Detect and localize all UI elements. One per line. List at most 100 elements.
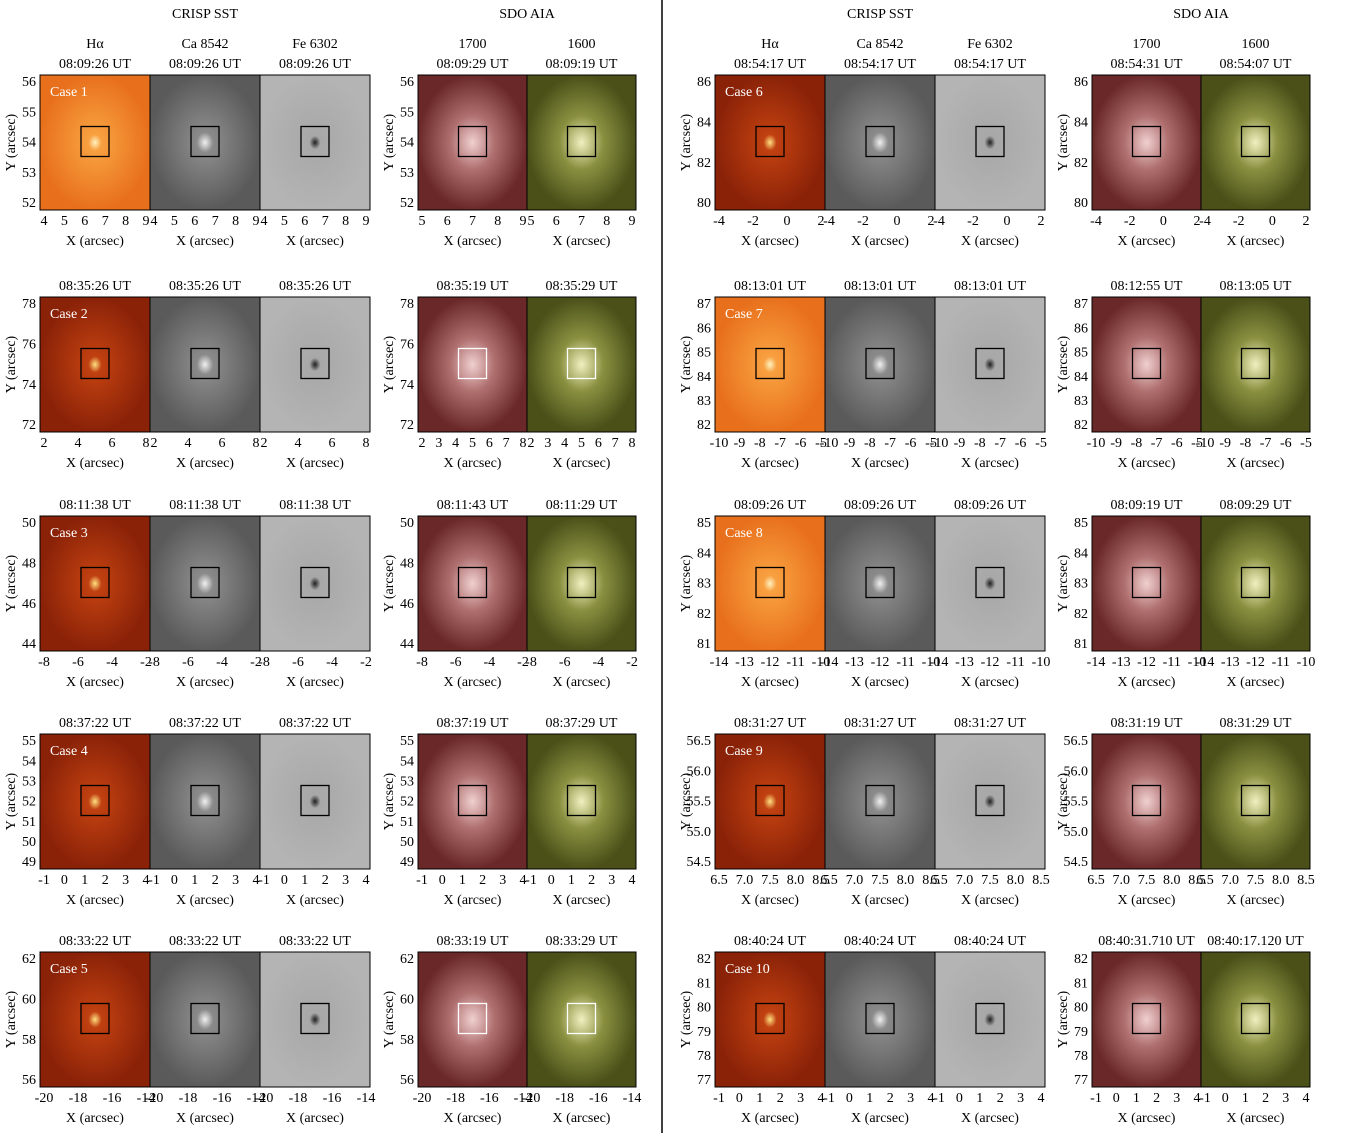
x-tick-label: -7 (1151, 436, 1163, 451)
channel-label: Ca 8542 (856, 37, 903, 52)
y-tick-label: 86 (697, 321, 711, 336)
timestamp: 08:09:19 UT (546, 57, 618, 72)
y-tick-label: 80 (1074, 196, 1088, 211)
x-tick-label: 6.5 (1087, 873, 1105, 888)
x-tick-label: -18 (289, 1091, 308, 1106)
x-tick-label: -16 (103, 1091, 122, 1106)
y-tick-label: 80 (697, 1001, 711, 1016)
y-tick-label: 51 (400, 815, 414, 830)
x-tick-label: 5 (281, 214, 288, 229)
image-panel (1201, 734, 1310, 869)
y-tick-label: 82 (697, 418, 711, 433)
y-tick-label: 82 (697, 156, 711, 171)
section-header: SDO AIA (1173, 7, 1230, 22)
timestamp: 08:40:24 UT (734, 934, 806, 949)
x-tick-label: -9 (844, 436, 856, 451)
x-tick-label: -1 (525, 873, 537, 888)
x-tick-label: -9 (1110, 436, 1122, 451)
y-tick-label: 58 (22, 1033, 36, 1048)
x-tick-label: 4 (185, 436, 192, 451)
y-tick-label: 56 (400, 75, 414, 90)
x-tick-label: 2 (1038, 214, 1045, 229)
figure: CRISP SSTSDO AIAHαCa 8542Fe 630217001600… (0, 0, 1349, 1133)
channel-label: 1700 (1133, 37, 1161, 52)
x-tick-label: 7.0 (846, 873, 864, 888)
timestamp: 08:35:26 UT (279, 279, 351, 294)
x-tick-label: 8 (232, 214, 239, 229)
x-tick-label: -2 (1233, 214, 1245, 229)
y-tick-label: 82 (1074, 607, 1088, 622)
x-tick-label: -12 (1246, 655, 1265, 670)
x-tick-label: 3 (608, 873, 615, 888)
x-tick-label: 1 (81, 873, 88, 888)
image-panel (825, 734, 935, 869)
y-tick-label: 77 (697, 1073, 711, 1088)
y-tick-label: 53 (22, 775, 36, 790)
x-tick-label: 0 (439, 873, 446, 888)
x-tick-label: -4 (592, 655, 604, 670)
x-tick-label: 0 (171, 873, 178, 888)
y-axis-label: Y (arcsec) (679, 335, 694, 393)
x-tick-label: 2 (151, 436, 158, 451)
y-tick-label: 44 (22, 637, 36, 652)
image-panel (935, 952, 1045, 1087)
x-tick-label: 2 (479, 873, 486, 888)
y-tick-label: 80 (697, 196, 711, 211)
x-tick-label: 4 (261, 214, 268, 229)
y-axis-label: Y (arcsec) (382, 554, 397, 612)
x-tick-label: -7 (994, 436, 1006, 451)
x-tick-label: 7.5 (981, 873, 999, 888)
y-tick-label: 56.5 (687, 734, 712, 749)
y-tick-label: 86 (1074, 321, 1088, 336)
y-tick-label: 83 (1074, 394, 1088, 409)
x-tick-label: 7.0 (1113, 873, 1131, 888)
image-panel (1201, 952, 1310, 1087)
timestamp: 08:13:01 UT (844, 279, 916, 294)
x-tick-label: -6 (1015, 436, 1027, 451)
timestamp: 08:09:29 UT (437, 57, 509, 72)
y-tick-label: 81 (1074, 976, 1088, 991)
x-tick-label: 8.5 (1297, 873, 1315, 888)
x-tick-label: 0 (548, 873, 555, 888)
x-tick-label: -14 (820, 655, 839, 670)
image-panel (1092, 734, 1201, 869)
timestamp: 08:37:19 UT (437, 716, 509, 731)
y-axis-label: Y (arcsec) (4, 554, 19, 612)
y-tick-label: 54.5 (1064, 855, 1089, 870)
image-panel (418, 75, 527, 210)
y-tick-label: 76 (400, 338, 414, 353)
y-tick-label: 85 (1074, 516, 1088, 531)
timestamp: 08:31:27 UT (734, 716, 806, 731)
x-tick-label: 2 (261, 436, 268, 451)
y-tick-label: 49 (400, 855, 414, 870)
x-tick-label: -8 (416, 655, 428, 670)
image-panel (1201, 516, 1310, 651)
x-tick-label: -7 (774, 436, 786, 451)
x-tick-label: 6.5 (820, 873, 838, 888)
y-tick-label: 53 (400, 775, 414, 790)
y-tick-label: 82 (1074, 418, 1088, 433)
y-tick-label: 60 (22, 993, 36, 1008)
x-axis-label: X (arcsec) (1118, 456, 1176, 471)
x-tick-label: 8.0 (897, 873, 915, 888)
x-tick-label: -2 (360, 655, 372, 670)
y-axis-label: Y (arcsec) (4, 990, 19, 1048)
x-tick-label: -14 (357, 1091, 376, 1106)
y-tick-label: 82 (1074, 156, 1088, 171)
x-tick-label: 8 (494, 214, 501, 229)
x-tick-label: -8 (148, 655, 160, 670)
x-tick-label: 2 (419, 436, 426, 451)
x-tick-label: -6 (450, 655, 462, 670)
y-tick-label: 51 (22, 815, 36, 830)
x-tick-label: -10 (710, 436, 729, 451)
x-axis-label: X (arcsec) (851, 675, 909, 690)
x-axis-label: X (arcsec) (553, 893, 611, 908)
x-tick-label: 1 (866, 1091, 873, 1106)
timestamp: 08:37:29 UT (546, 716, 618, 731)
timestamp: 08:35:19 UT (437, 279, 509, 294)
x-tick-label: -2 (857, 214, 869, 229)
y-axis-label: Y (arcsec) (1056, 335, 1071, 393)
y-tick-label: 81 (1074, 637, 1088, 652)
x-tick-label: 4 (41, 214, 48, 229)
image-panel (418, 297, 527, 432)
